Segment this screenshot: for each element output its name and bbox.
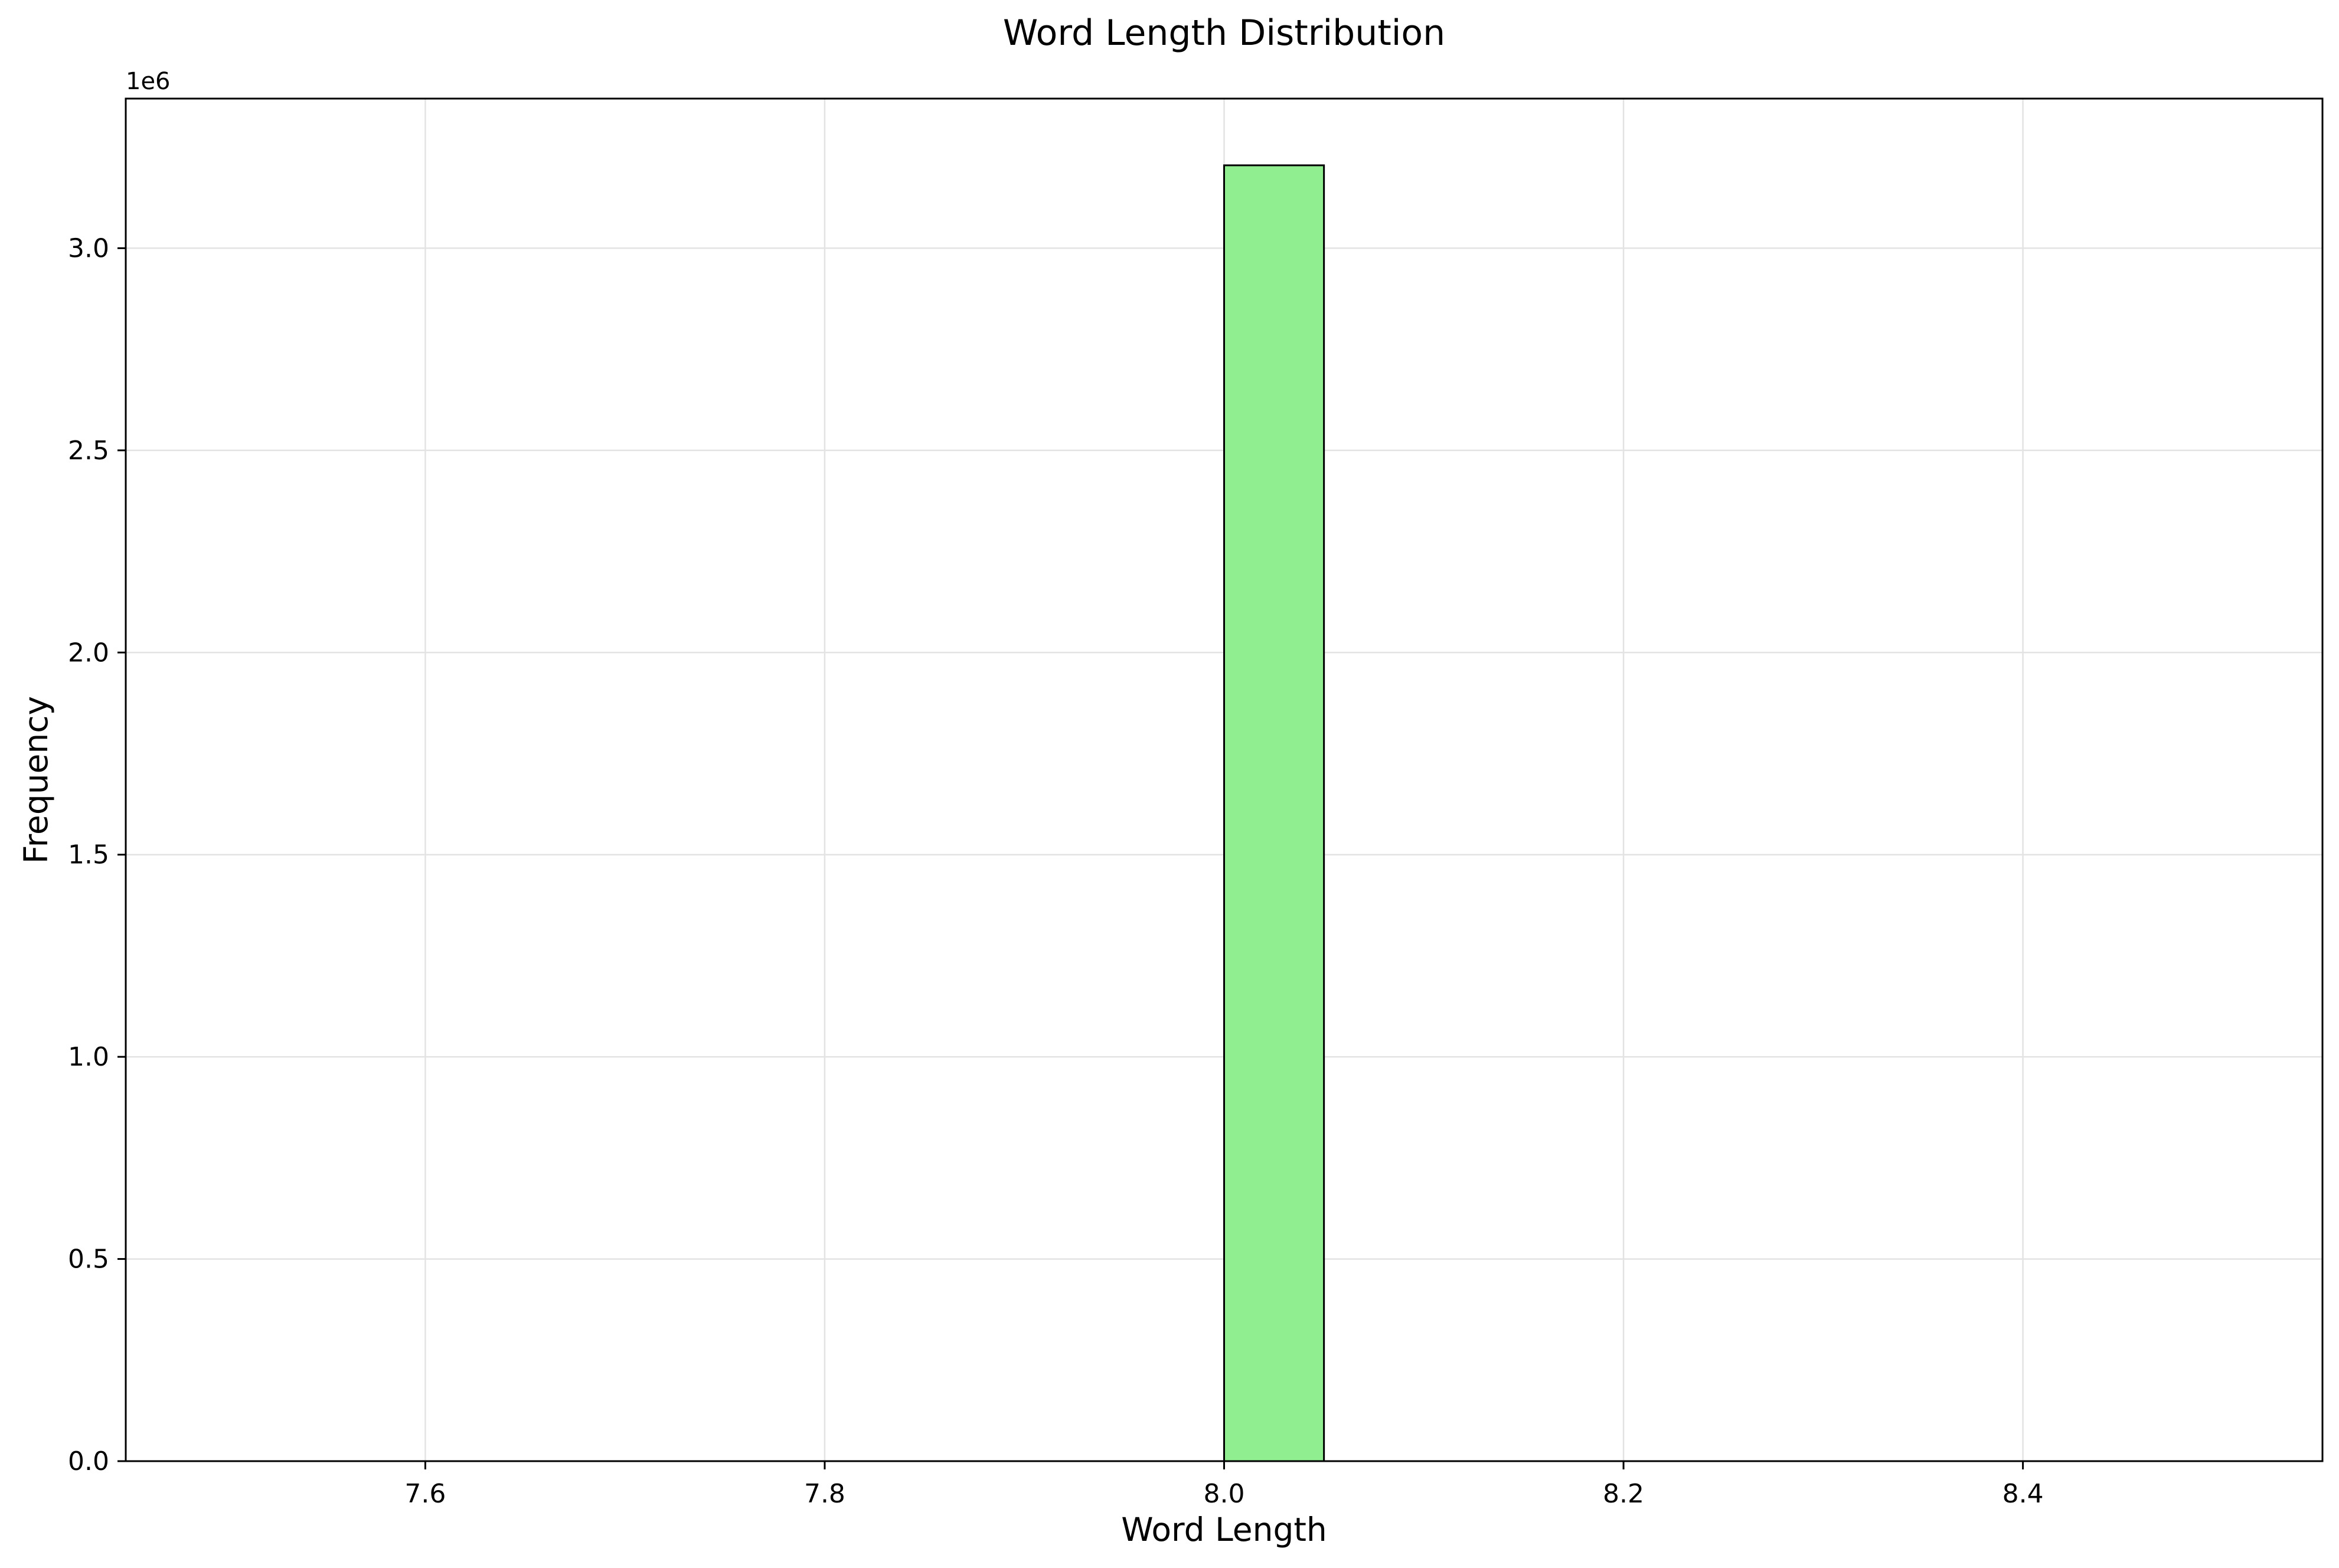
y-offset-label: 1e6: [126, 68, 171, 95]
x-tick-label: 8.0: [1204, 1479, 1245, 1509]
y-tick-label: 1.5: [68, 840, 109, 870]
y-tick-label: 2.0: [68, 638, 109, 668]
y-tick-label: 1.0: [68, 1042, 109, 1072]
chart-title: Word Length Distribution: [1003, 12, 1445, 54]
x-axis-label: Word Length: [1121, 1511, 1327, 1549]
x-axis-ticks: 7.6 7.8 8.0 8.2 8.4: [404, 1461, 2044, 1509]
y-axis-ticks: 0.0 0.5 1.0 1.5 2.0 2.5 3.0: [68, 233, 126, 1476]
histogram-bar: [1223, 164, 1325, 1462]
y-tick-label: 0.0: [68, 1446, 109, 1476]
y-tick-label: 2.5: [68, 436, 109, 466]
x-tick-label: 8.4: [2002, 1479, 2044, 1509]
x-tick-label: 7.8: [804, 1479, 845, 1509]
y-tick-label: 0.5: [68, 1244, 109, 1275]
bars: [226, 164, 2223, 1462]
x-tick-label: 8.2: [1603, 1479, 1644, 1509]
y-tick-label: 3.0: [68, 233, 109, 263]
x-tick-label: 7.6: [404, 1479, 446, 1509]
y-axis-label: Frequency: [17, 696, 55, 864]
